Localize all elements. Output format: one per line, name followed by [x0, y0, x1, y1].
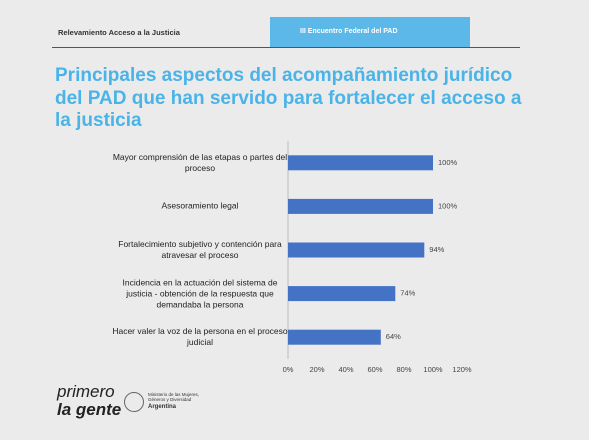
brand-line: primero: [57, 382, 115, 401]
brand: primero la gente: [57, 383, 121, 419]
emblem: [124, 392, 144, 412]
header-left: Relevamiento Acceso a la Justicia: [58, 28, 180, 37]
category-label: Incidencia en la actuación del sistema d…: [122, 277, 278, 310]
bar: [288, 198, 433, 214]
bar: [288, 242, 425, 258]
brand-line: la gente: [57, 400, 122, 419]
value-label: 94%: [429, 245, 444, 254]
chart-title: Principales aspectos del acompañamiento …: [55, 65, 522, 131]
value-label: 100%: [438, 201, 458, 210]
bar: [288, 286, 396, 302]
category-label: Mayor comprensión de las etapas o partes…: [112, 151, 288, 173]
bar: [288, 329, 381, 345]
x-tick-label: 120%: [452, 365, 472, 374]
value-label: 74%: [400, 289, 415, 298]
header-right: III Encuentro Federal del PAD: [270, 17, 470, 47]
x-tick-label: 100%: [423, 365, 443, 374]
x-tick-label: 80%: [396, 365, 411, 374]
bar: [288, 155, 433, 171]
category-label: Hacer valer la voz de la persona en el p…: [112, 326, 288, 348]
value-label: 64%: [386, 332, 401, 341]
ministry: Ministerio de las Mujeres, Géneros y Div…: [148, 392, 200, 402]
x-tick-label: 0%: [283, 365, 294, 374]
category-label: Fortalecimiento subjetivo y contención p…: [118, 239, 282, 260]
header-rule: [52, 47, 520, 48]
country: Argentina: [148, 404, 177, 410]
x-tick-label: 60%: [367, 365, 382, 374]
value-label: 100%: [438, 158, 458, 167]
x-tick-label: 40%: [338, 365, 353, 374]
x-tick-label: 20%: [309, 365, 324, 374]
category-label: Asesoramiento legal: [161, 200, 239, 211]
